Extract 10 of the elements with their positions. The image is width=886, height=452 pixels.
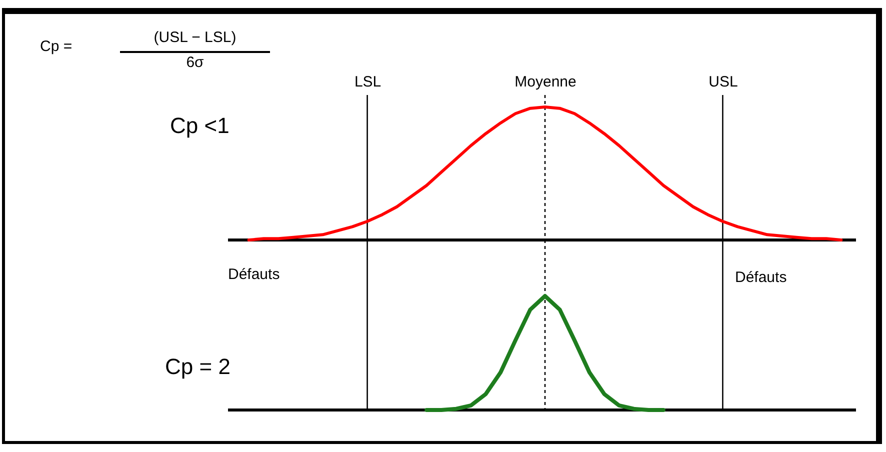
annotation: Cp = 2 bbox=[165, 354, 230, 380]
text: Cp = bbox=[40, 38, 72, 55]
text: (USL − LSL) bbox=[154, 29, 236, 46]
text: Défauts bbox=[228, 266, 280, 283]
x-tick-label: LSL bbox=[354, 74, 382, 90]
annotation: Cp <1 bbox=[170, 113, 230, 139]
text: 6σ bbox=[186, 54, 204, 71]
text: Défauts bbox=[735, 269, 787, 286]
x-tick-label: Moyenne bbox=[514, 74, 576, 90]
x-tick-label: USL bbox=[708, 74, 738, 90]
